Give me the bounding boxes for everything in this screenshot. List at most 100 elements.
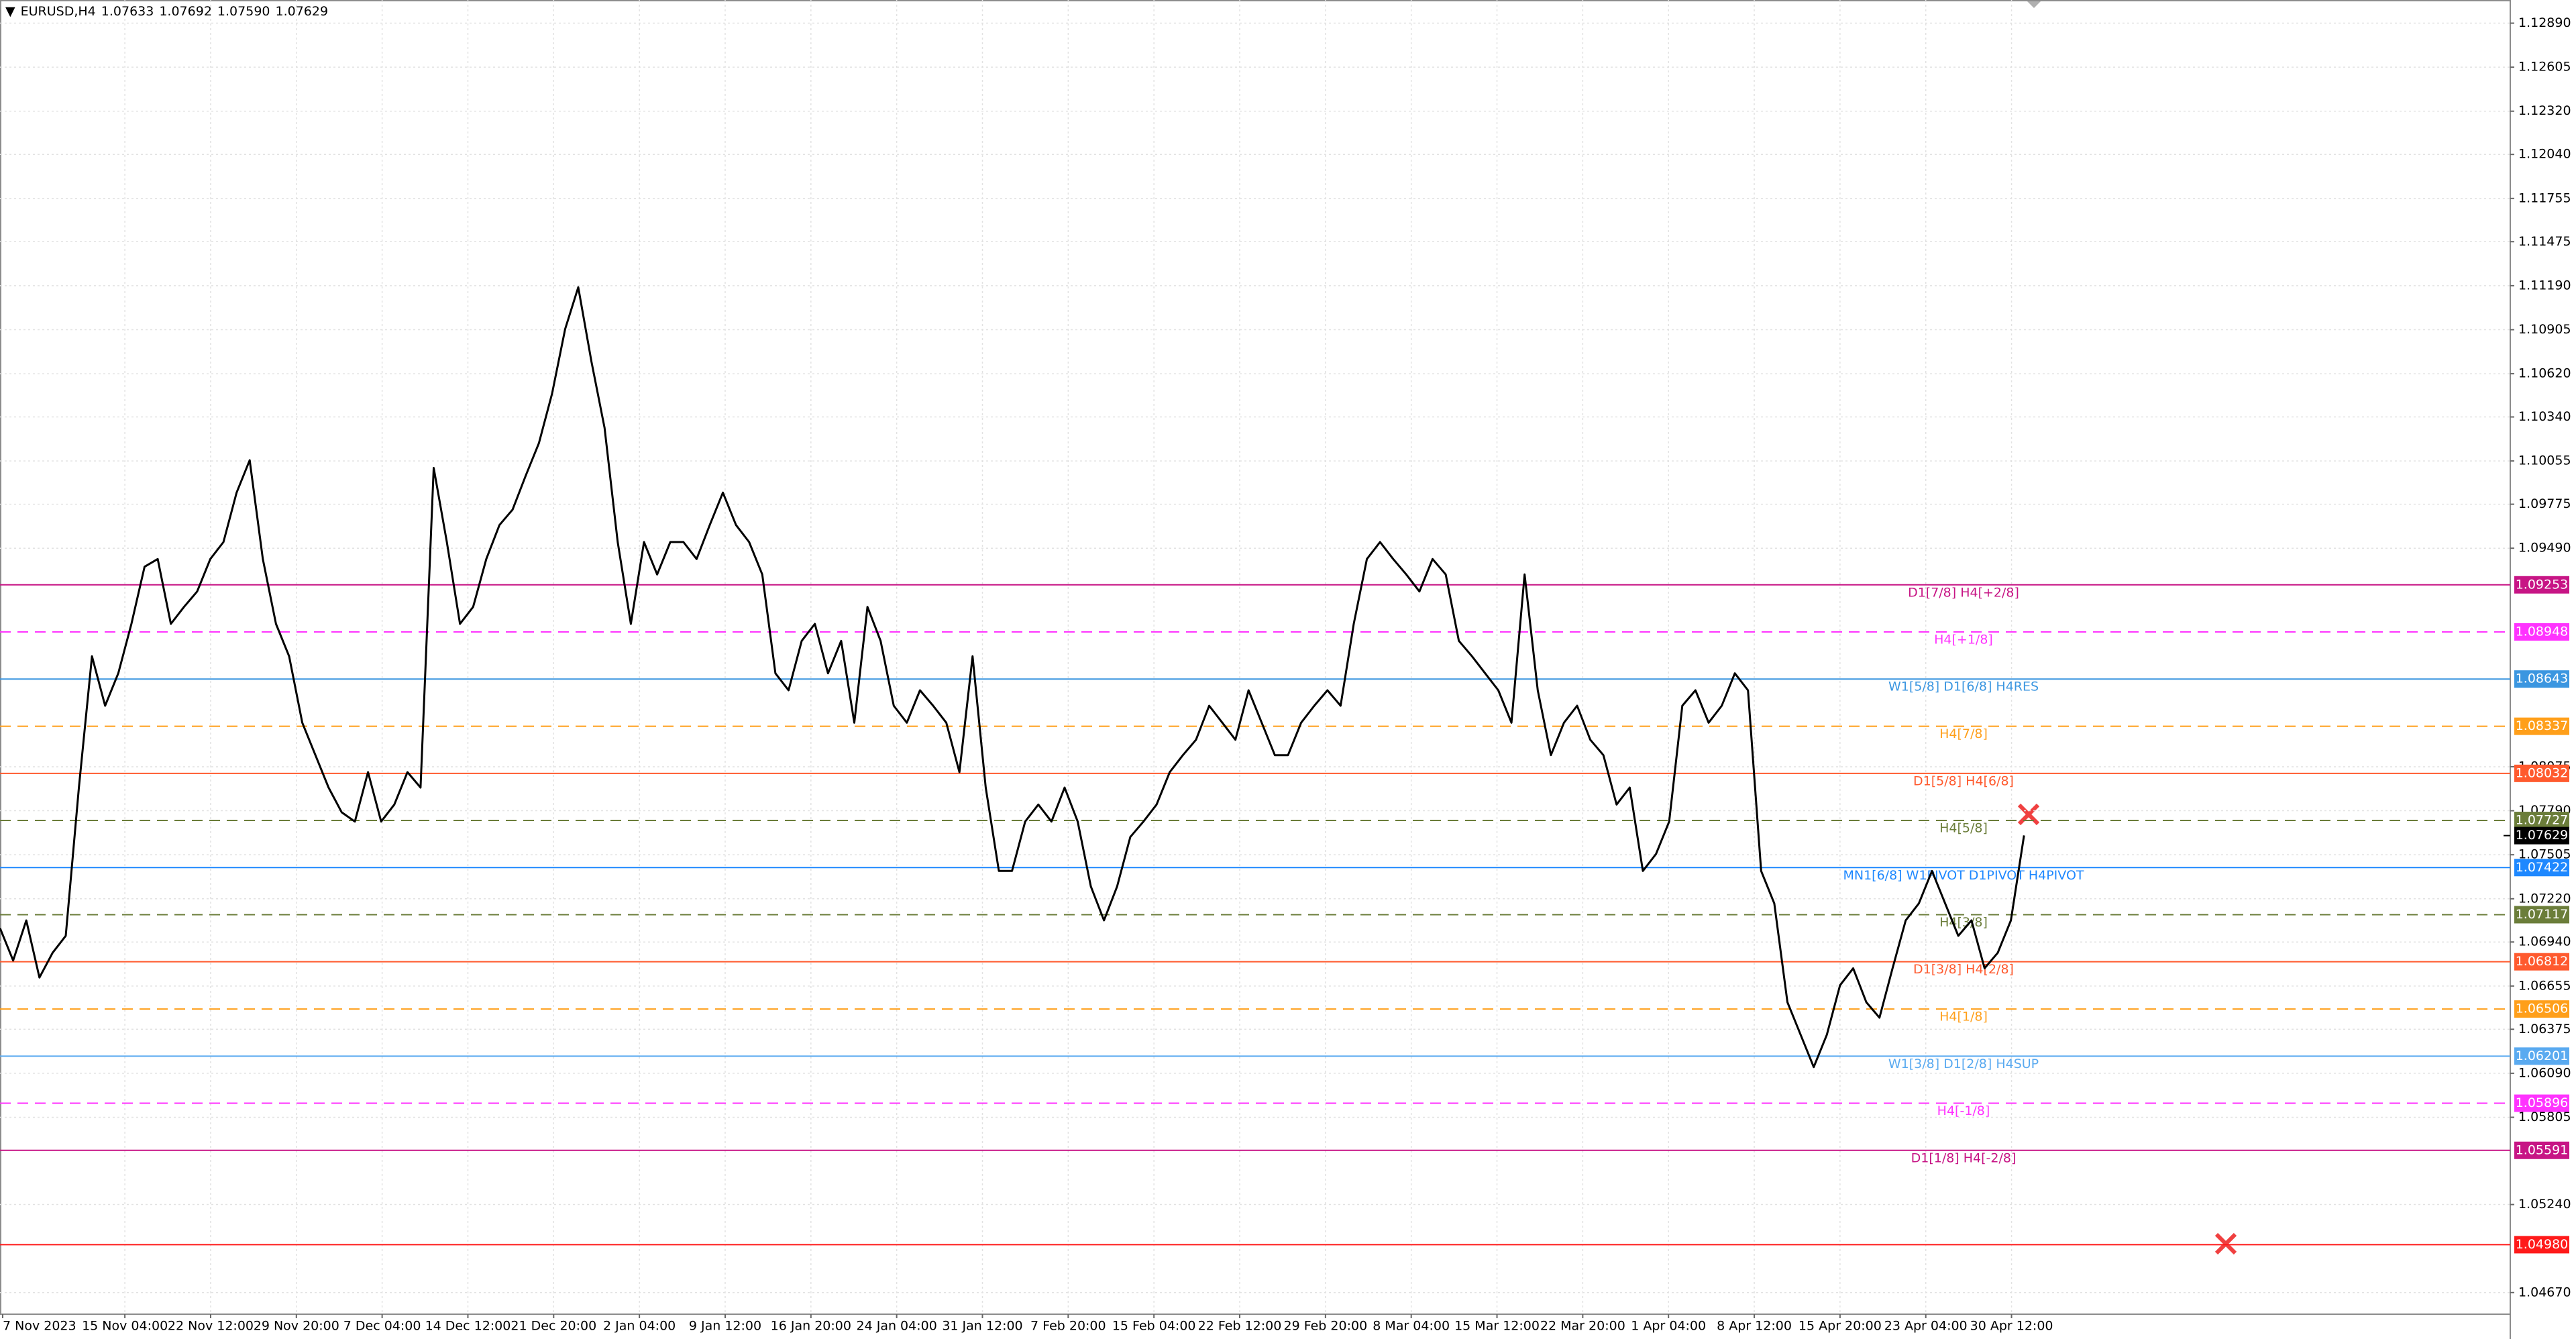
y-tick-label: 1.11475 — [2518, 234, 2571, 249]
level-label: W1[3/8] D1[2/8] H4SUP — [1888, 1057, 2039, 1071]
y-tick-label: 1.06940 — [2518, 934, 2571, 949]
level-price-label: 1.06506 — [2516, 1002, 2569, 1016]
x-tick-label: 15 Nov 04:00 — [82, 1319, 168, 1334]
y-tick-label: 1.04670 — [2518, 1285, 2571, 1299]
grid — [0, 0, 2510, 1314]
level-price-label: 1.06201 — [2516, 1049, 2569, 1063]
level-price-box — [2514, 859, 2569, 877]
level-price-box — [2514, 812, 2569, 830]
level-price-label: 1.08032 — [2516, 765, 2569, 780]
x-tick-label: 22 Nov 12:00 — [168, 1319, 254, 1334]
level-price-box — [2514, 670, 2569, 688]
level-label: MN1[6/8] W1PIVOT D1PIVOT H4PIVOT — [1843, 868, 2084, 883]
y-tick-label: 1.06090 — [2518, 1065, 2571, 1080]
last-price-box — [2514, 826, 2569, 845]
last-price-label: 1.07629 — [2516, 828, 2569, 843]
ohlc-high: 1.07692 — [159, 4, 212, 19]
y-tick-label: 1.11755 — [2518, 191, 2571, 205]
x-tick-label: 7 Dec 04:00 — [343, 1319, 421, 1334]
cross-marker — [2017, 803, 2040, 826]
menu-arrow: ▼ — [5, 4, 15, 19]
level-label: H4[+1/8] — [1934, 632, 1993, 647]
ohlc-close: 1.07629 — [275, 4, 329, 19]
level-price-label: 1.09253 — [2516, 577, 2569, 592]
y-tick-label: 1.05240 — [2518, 1197, 2571, 1212]
level-price-label: 1.07117 — [2516, 907, 2569, 922]
level-price-label: 1.05591 — [2516, 1142, 2569, 1157]
y-tick-label: 1.12320 — [2518, 103, 2571, 118]
x-tick-label: 8 Mar 04:00 — [1373, 1319, 1450, 1334]
x-tick-label: 15 Feb 04:00 — [1112, 1319, 1196, 1334]
y-tick-label: 1.06375 — [2518, 1022, 2571, 1036]
level-price-box — [2514, 764, 2569, 782]
level-label: D1[5/8] H4[6/8] — [1913, 773, 2014, 788]
plot-frame — [0, 0, 2511, 1315]
cross-stroke — [2017, 803, 2040, 826]
level-price-box — [2514, 576, 2569, 594]
x-tick-label: 29 Nov 20:00 — [254, 1319, 339, 1334]
level-label: D1[7/8] H4[+2/8] — [1908, 585, 2019, 600]
level-label: H4[-1/8] — [1937, 1104, 1990, 1118]
y-tick-label: 1.12605 — [2518, 60, 2571, 74]
level-label: D1[1/8] H4[-2/8] — [1911, 1150, 2017, 1165]
level-label: D1[3/8] H4[2/8] — [1913, 962, 2014, 977]
ohlc-low: 1.07590 — [217, 4, 270, 19]
level-price-label: 1.08337 — [2516, 718, 2569, 733]
x-tick-label: 15 Apr 20:00 — [1799, 1319, 1882, 1334]
level-price-box — [2514, 1236, 2569, 1254]
level-price-box — [2514, 1000, 2569, 1018]
x-tick-label: 22 Mar 20:00 — [1540, 1319, 1625, 1334]
level-price-box — [2514, 953, 2569, 971]
x-tick-label: 22 Feb 12:00 — [1198, 1319, 1282, 1334]
level-price-box — [2514, 1141, 2569, 1159]
y-tick-label: 1.10055 — [2518, 453, 2571, 468]
x-tick-label: 23 Apr 04:00 — [1884, 1319, 1968, 1334]
y-tick-label: 1.07220 — [2518, 891, 2571, 906]
y-tick-label: 1.07505 — [2518, 847, 2571, 862]
level-price-label: 1.06812 — [2516, 954, 2569, 969]
level-price-label: 1.07727 — [2516, 813, 2569, 828]
chart-header: ▼ EURUSD,H4 1.07633 1.07692 1.07590 1.07629 — [5, 4, 333, 19]
level-price-box — [2514, 717, 2569, 735]
y-tick-label: 1.11190 — [2518, 278, 2571, 292]
x-tick-label: 8 Apr 12:00 — [1717, 1319, 1792, 1334]
x-tick-label: 16 Jan 20:00 — [771, 1319, 851, 1334]
y-tick-label: 1.05805 — [2518, 1110, 2571, 1124]
level-label: H4[5/8] — [1939, 821, 1988, 836]
x-tick-label: 24 Jan 04:00 — [857, 1319, 937, 1334]
level-label: W1[5/8] D1[6/8] H4RES — [1888, 680, 2039, 694]
x-tick-label: 7 Feb 20:00 — [1030, 1319, 1106, 1334]
level-price-box — [2514, 906, 2569, 924]
x-tick-label: 2 Jan 04:00 — [603, 1319, 676, 1334]
level-label: H4[1/8] — [1939, 1010, 1988, 1024]
x-tick-label: 31 Jan 12:00 — [942, 1319, 1022, 1334]
level-price-label: 1.04980 — [2516, 1237, 2569, 1252]
level-price-box — [2514, 623, 2569, 641]
symbol: EURUSD,H4 — [20, 4, 96, 19]
level-label: H4[3/8] — [1939, 915, 1988, 930]
level-price-label: 1.08643 — [2516, 672, 2569, 686]
y-tick-label: 1.10340 — [2518, 409, 2571, 424]
y-tick-label: 1.09775 — [2518, 496, 2571, 511]
cross-marker — [2214, 1232, 2237, 1255]
shift-marker — [2027, 1, 2041, 8]
x-tick-label: 1 Apr 04:00 — [1631, 1319, 1706, 1334]
y-tick-label: 1.09490 — [2518, 541, 2571, 555]
level-price-label: 1.05896 — [2516, 1095, 2569, 1110]
level-price-box — [2514, 1047, 2569, 1065]
x-tick-label: 14 Dec 12:00 — [425, 1319, 511, 1334]
x-tick-label: 15 Mar 12:00 — [1454, 1319, 1540, 1334]
x-tick-label: 9 Jan 12:00 — [689, 1319, 761, 1334]
level-price-label: 1.08948 — [2516, 624, 2569, 639]
x-tick-label: 7 Nov 2023 — [3, 1319, 76, 1334]
level-price-box — [2514, 1094, 2569, 1112]
y-tick-label: 1.06655 — [2518, 978, 2571, 993]
cross-stroke — [2214, 1232, 2237, 1255]
y-tick-label: 1.10620 — [2518, 366, 2571, 381]
x-tick-label: 30 Apr 12:00 — [1970, 1319, 2053, 1334]
y-tick-label: 1.10905 — [2518, 322, 2571, 337]
y-tick-label: 1.12040 — [2518, 147, 2571, 162]
level-price-label: 1.07422 — [2516, 860, 2569, 875]
